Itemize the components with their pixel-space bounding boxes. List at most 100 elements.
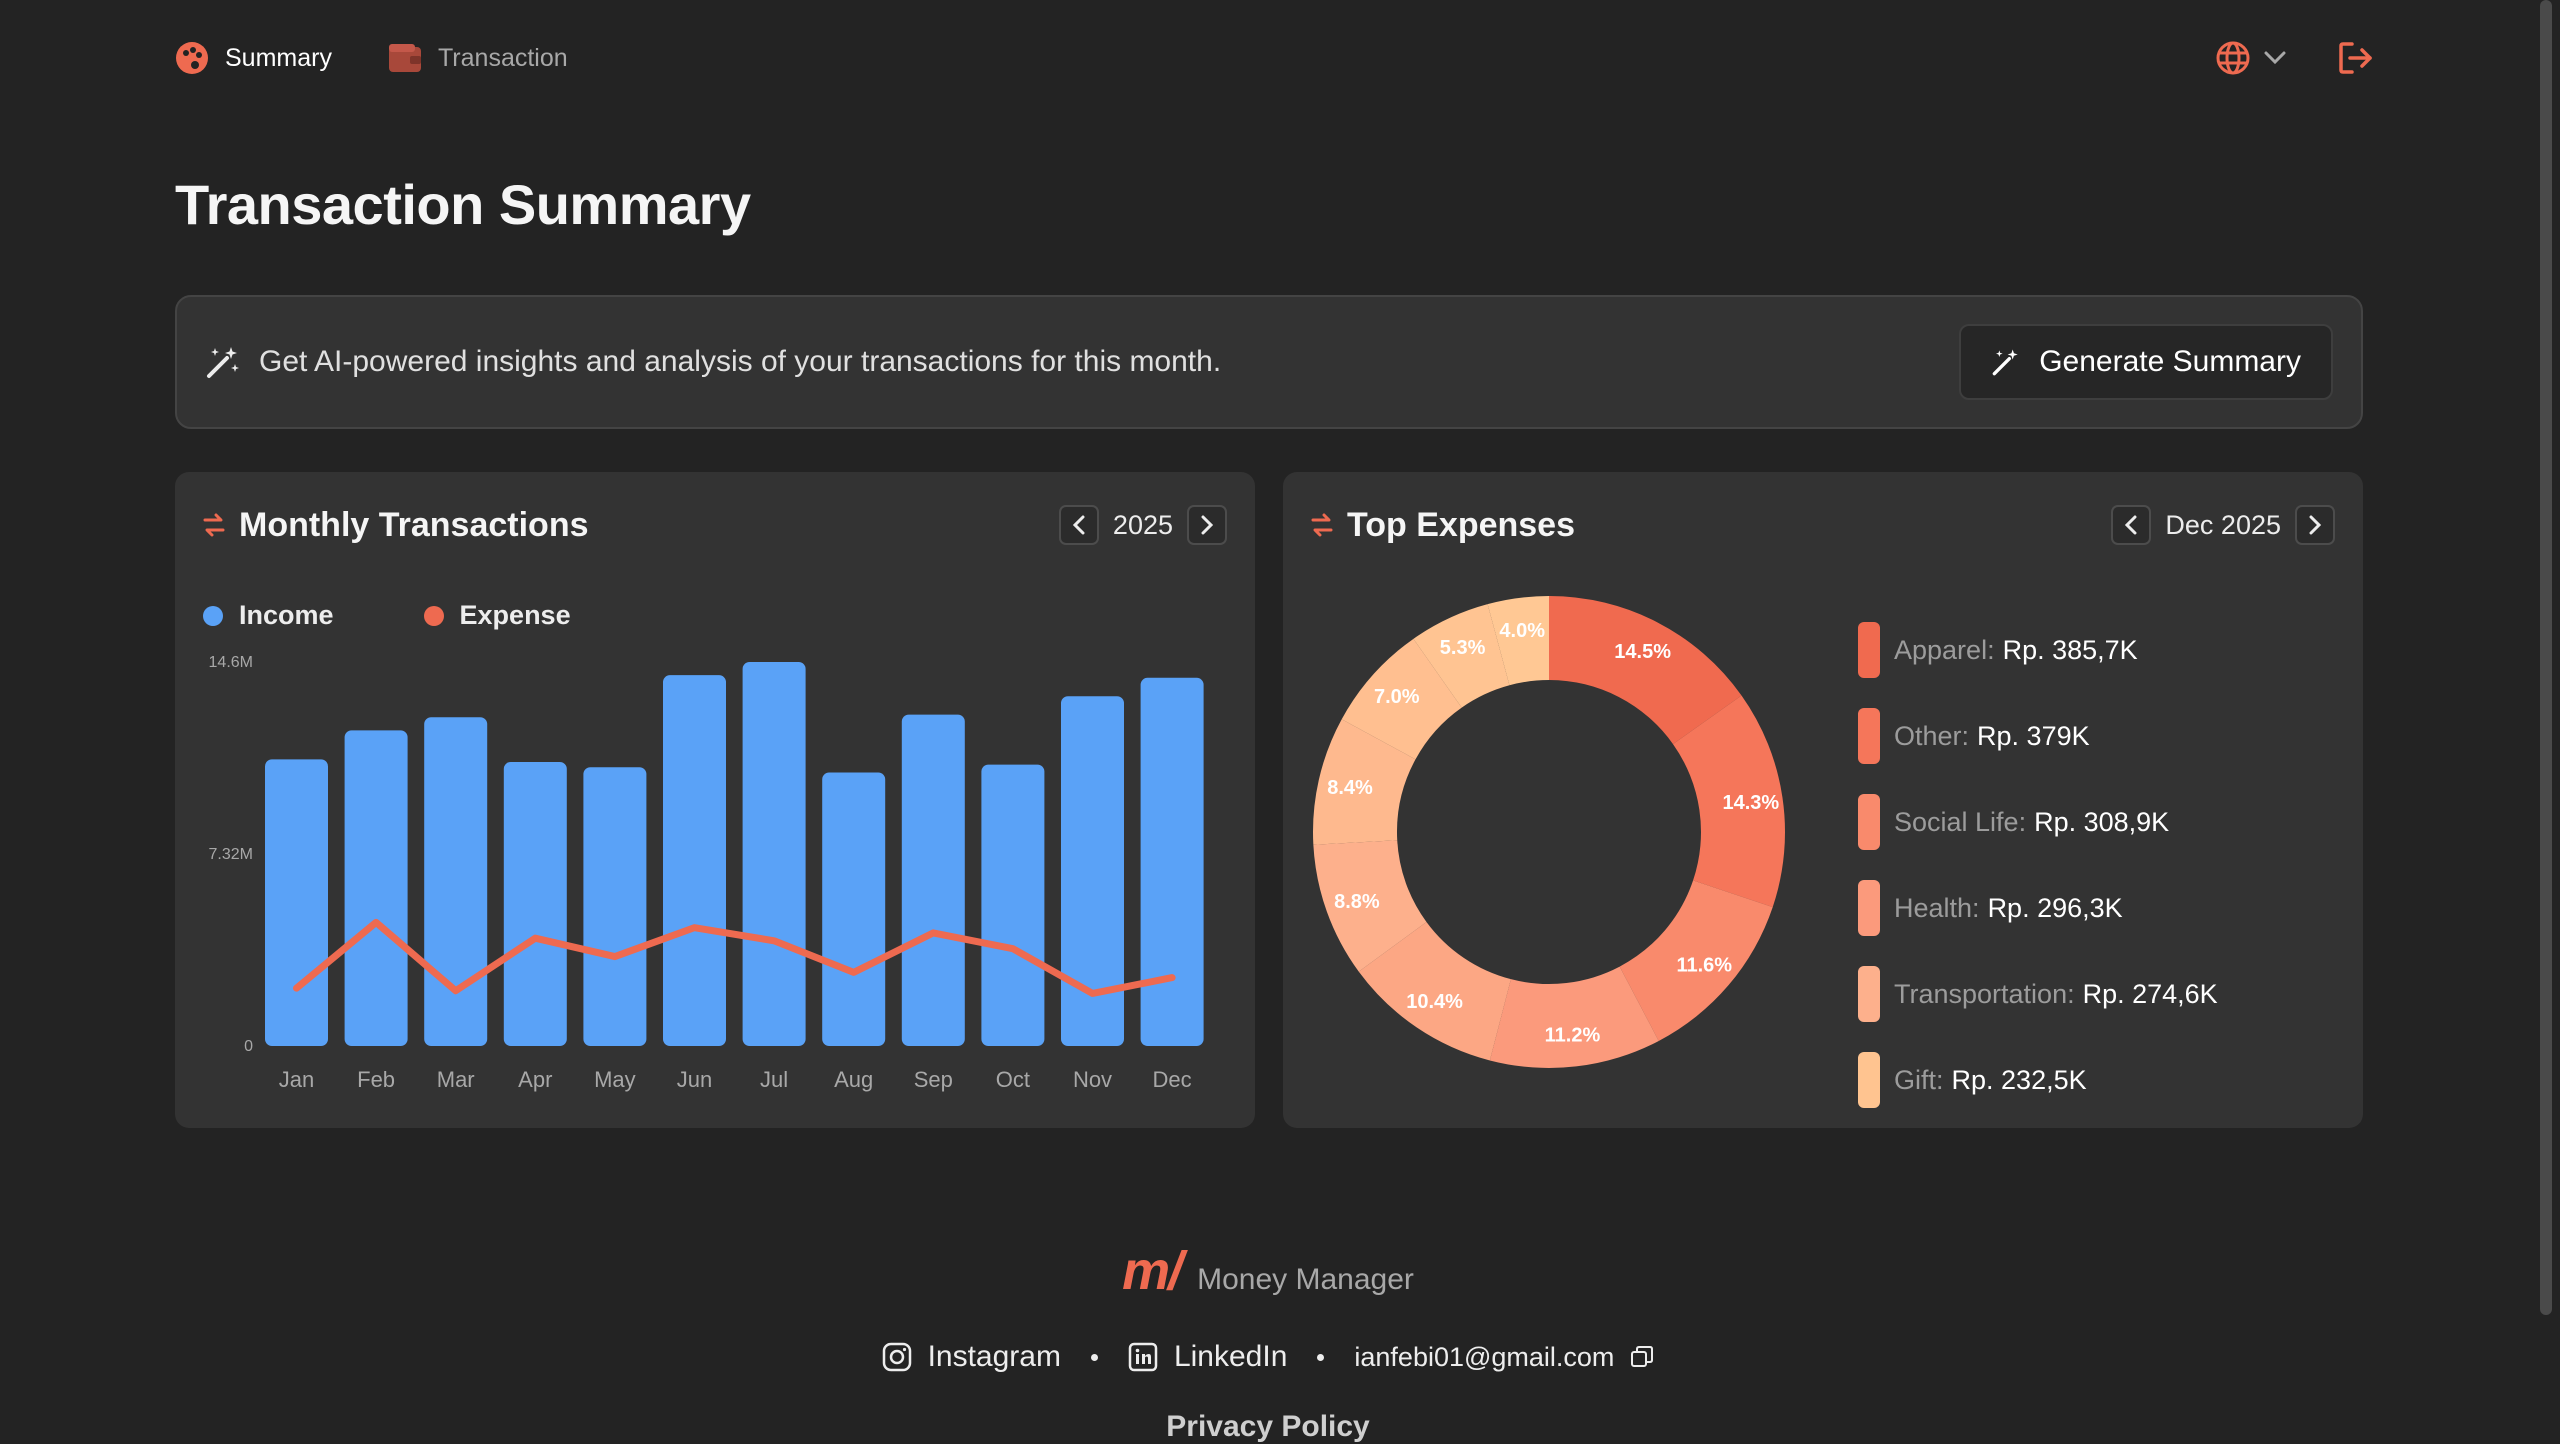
banner-text: Get AI-powered insights and analysis of … [259,345,1222,378]
donut-slice[interactable] [1358,921,1511,1061]
logout-icon[interactable] [2338,41,2374,75]
income-bar[interactable] [822,772,886,1046]
income-bar[interactable] [901,714,965,1046]
monthly-transactions-card: Monthly Transactions 2025 Income Expense… [175,472,1255,1128]
donut-slice[interactable] [1413,604,1510,708]
donut-slice[interactable] [1313,840,1427,972]
brand-logo: m/ [1122,1241,1183,1301]
x-tick-label: Aug [834,1067,873,1092]
expense-dot [423,605,444,626]
x-tick-label: Oct [996,1067,1030,1092]
expense-item-gift[interactable]: Gift: Rp. 232,5K [1858,1037,2218,1123]
nav-summary[interactable]: Summary [175,41,332,75]
slice-label: 14.3% [1722,792,1779,814]
slice-label: 11.2% [1545,1025,1601,1047]
next-month-button[interactable] [2295,505,2335,545]
income-bar[interactable] [344,730,408,1046]
top-nav: Summary Transaction [175,30,2374,86]
nav-summary-label: Summary [225,43,332,72]
page-title: Transaction Summary [175,173,751,236]
slice-label: 5.3% [1440,637,1486,659]
palette-icon [176,42,208,74]
month-stepper: Dec 2025 [2111,505,2335,545]
expense-item-social-life[interactable]: Social Life: Rp. 308,9K [1858,779,2218,865]
donut-slice[interactable] [1313,719,1416,845]
expense-item-transportation[interactable]: Transportation: Rp. 274,6K [1858,951,2218,1037]
donut-slice[interactable] [1489,966,1659,1068]
year-stepper: 2025 [1058,505,1227,545]
chart-legend: Income Expense [203,600,571,631]
y-tick-label: 0 [244,1038,253,1055]
generate-summary-label: Generate Summary [2039,345,2301,378]
expense-category: Social Life: [1894,806,2027,837]
copy-icon[interactable] [1630,1345,1654,1369]
expense-item-other[interactable]: Other: Rp. 379K [1858,693,2218,779]
expense-category: Apparel: [1894,634,1995,665]
slice-label: 10.4% [1406,991,1463,1013]
expense-category: Transportation: [1894,978,2075,1009]
x-tick-label: Nov [1073,1067,1112,1092]
donut-slice[interactable] [1341,638,1462,760]
income-bar[interactable] [663,675,726,1046]
instagram-link[interactable]: Instagram [882,1340,1061,1374]
donut-slice[interactable] [1619,880,1773,1041]
expense-item-health[interactable]: Health: Rp. 296,3K [1858,865,2218,951]
expense-color-bar [1858,966,1880,1022]
income-bar[interactable] [1140,677,1204,1046]
income-bar[interactable] [424,717,488,1046]
language-selector[interactable] [2216,41,2286,75]
slice-label: 11.6% [1676,954,1732,976]
donut-slice[interactable] [1549,596,1742,745]
income-bar[interactable] [265,759,328,1046]
month-value: Dec 2025 [2165,509,2281,540]
expense-item-apparel[interactable]: Apparel: Rp. 385,7K [1858,607,2218,693]
expense-color-bar [1858,622,1880,678]
income-bar[interactable] [1061,696,1124,1046]
expense-list: Apparel: Rp. 385,7K Other: Rp. 379K Soci… [1858,607,2218,1123]
income-bar[interactable] [583,767,647,1046]
monthly-transactions-title: Monthly Transactions [239,505,589,544]
legend-expense-label: Expense [459,600,571,630]
donut-slice[interactable] [1672,695,1785,908]
legend-income[interactable]: Income [203,600,334,631]
transfer-icon [1311,513,1333,537]
year-value: 2025 [1112,509,1173,540]
slice-label: 4.0% [1499,620,1545,642]
linkedin-label: LinkedIn [1173,1340,1288,1373]
income-bar[interactable] [981,764,1045,1046]
globe-icon [2216,41,2250,75]
separator-dot [1090,1353,1098,1361]
monthly-bar-chart: 0 7.32M 14.6M Jan Feb Mar Apr May Jun Jul Aug Sep Oc… [209,654,1204,1092]
expense-line[interactable] [293,918,1176,997]
income-bar[interactable] [503,761,567,1046]
legend-expense[interactable]: Expense [423,600,571,631]
expense-category: Health: [1894,892,1980,923]
x-tick-label: Jul [760,1067,788,1092]
income-bar[interactable] [742,662,806,1046]
email-link[interactable]: ianfebi01@gmail.com [1354,1342,1654,1373]
footer-links: Instagram LinkedIn ianfebi01@gmail.com [0,1340,2536,1374]
linkedin-link[interactable]: LinkedIn [1128,1340,1287,1374]
x-tick-label: Dec [1153,1067,1192,1092]
generate-summary-button[interactable]: Generate Summary [1959,324,2333,400]
y-tick-label: 7.32M [209,846,253,863]
brand-name: Money Manager [1197,1263,1414,1296]
chevron-right-icon [1201,515,1214,535]
prev-month-button[interactable] [2111,505,2152,545]
chevron-right-icon [2309,515,2322,535]
legend-income-label: Income [239,600,334,630]
slice-label: 14.5% [1614,641,1671,663]
prev-year-button[interactable] [1058,505,1099,545]
donut-slice[interactable] [1487,596,1549,686]
x-tick-label: Apr [518,1067,552,1092]
x-tick-label: Mar [437,1067,475,1092]
nav-transaction[interactable]: Transaction [388,43,568,73]
slice-label: 7.0% [1374,686,1420,708]
scrollbar[interactable] [2540,0,2552,1315]
next-year-button[interactable] [1187,505,1227,545]
privacy-policy-link[interactable]: Privacy Policy [1166,1410,1370,1443]
footer-brand: m/ Money Manager [0,1240,2536,1302]
x-tick-label: May [594,1067,636,1092]
expense-amount: Rp. 379K [1977,720,2090,751]
expense-category: Gift: [1894,1064,1944,1095]
